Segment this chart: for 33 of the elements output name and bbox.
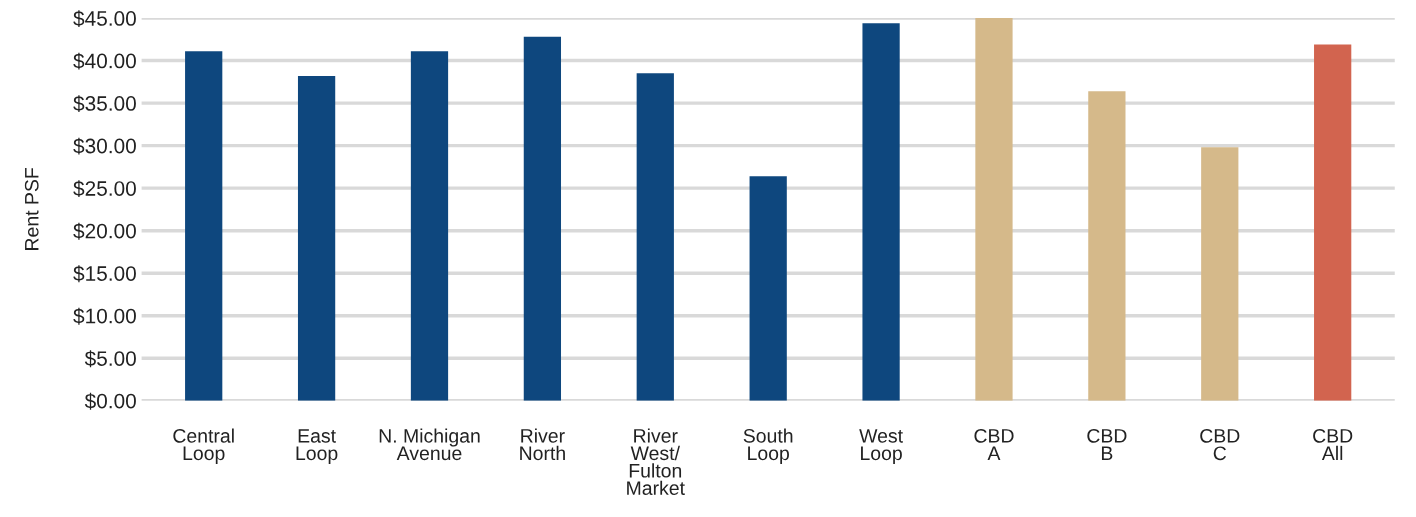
bar — [636, 73, 674, 401]
bar — [1088, 91, 1126, 401]
y-tick-label: $15.00 — [73, 265, 136, 283]
y-tick-label: $20.00 — [73, 222, 136, 240]
x-tick-label: River West/ Fulton Market — [627, 428, 685, 495]
x-tick-label: River North — [520, 428, 565, 461]
y-tick-label: $45.00 — [73, 10, 136, 28]
x-tick-label: East Loop — [296, 429, 338, 464]
y-tick-label: $25.00 — [73, 180, 136, 198]
bar — [1201, 147, 1239, 401]
x-tick-label: Central Loop — [173, 428, 234, 464]
bar — [975, 18, 1013, 401]
bar — [1314, 44, 1352, 401]
y-tick-label: $10.00 — [73, 307, 136, 325]
bar — [862, 23, 900, 401]
y-tick-label: $0.00 — [84, 392, 136, 410]
x-tick-label: CBD C — [1200, 428, 1240, 461]
y-tick-label: $35.00 — [73, 95, 136, 113]
y-tick-label: $40.00 — [73, 52, 136, 70]
bar — [749, 176, 787, 401]
bar — [185, 51, 223, 401]
y-tick-label: $5.00 — [84, 350, 136, 368]
x-tick-label: N. Michigan Avenue — [379, 428, 480, 461]
x-tick-label: CBD All — [1313, 428, 1353, 460]
y-axis-title: Rent PSF — [24, 168, 39, 250]
x-tick-label: West Loop — [859, 429, 903, 464]
bar — [410, 51, 449, 401]
y-tick-label: $30.00 — [73, 137, 136, 155]
bar — [297, 75, 336, 401]
x-tick-label: CBD B — [1087, 428, 1127, 460]
bar — [523, 36, 562, 401]
x-tick-label: CBD A — [974, 428, 1014, 460]
x-tick-label: South Loop — [743, 428, 793, 464]
